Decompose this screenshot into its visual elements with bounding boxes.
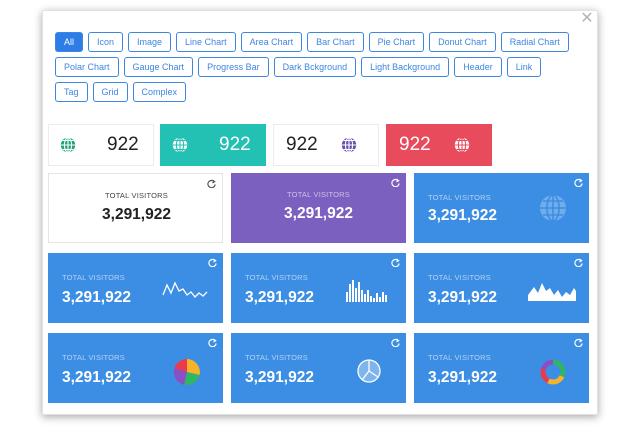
card-value: 3,291,922 <box>62 289 131 306</box>
card-label: TOTAL VISITORS <box>428 193 491 202</box>
card-value: 3,291,922 <box>428 289 497 306</box>
globe-icon <box>60 137 76 153</box>
visitors-card-area: TOTAL VISITORS 3,291,922 <box>414 253 589 323</box>
line-chart-icon <box>162 281 208 298</box>
card-label: TOTAL VISITORS <box>428 273 491 282</box>
globe-icon <box>341 137 356 153</box>
close-icon[interactable]: ✕ <box>580 10 594 27</box>
visitors-card-purple: TOTAL VISITORS 3,291,922 <box>231 173 406 243</box>
refresh-icon[interactable] <box>208 258 217 267</box>
card-label: TOTAL VISITORS <box>428 353 491 362</box>
card-value: 3,291,922 <box>62 369 131 386</box>
bar-chart-icon <box>346 280 387 302</box>
filter-progress-bar-button[interactable]: Progress Bar <box>198 57 269 77</box>
stat-value: 922 <box>399 134 431 155</box>
stat-tile-3: 922 <box>273 124 379 166</box>
globe-icon <box>540 194 566 222</box>
filter-complex-button[interactable]: Complex <box>132 82 187 102</box>
filter-donut-chart-button[interactable]: Donut Chart <box>429 32 496 52</box>
filter-dark-background-button[interactable]: Dark Bckground <box>273 57 357 77</box>
filter-image-button[interactable]: Image <box>128 32 172 52</box>
pie-chart-icon <box>173 358 200 386</box>
visitors-card-pie: TOTAL VISITORS 3,291,922 <box>48 333 223 403</box>
visitors-card-globe: TOTAL VISITORS 3,291,922 <box>414 173 589 243</box>
filter-radial-chart-button[interactable]: Radial Chart <box>500 32 569 52</box>
card-value: 3,291,922 <box>245 369 314 386</box>
filter-row-3: Tag Grid Complex <box>55 82 583 102</box>
area-chart-icon <box>528 283 576 301</box>
filter-all-button[interactable]: All <box>55 32 84 52</box>
refresh-icon[interactable] <box>574 258 583 267</box>
visitors-card-bar: TOTAL VISITORS 3,291,922 <box>231 253 406 323</box>
filter-bar-chart-button[interactable]: Bar Chart <box>307 32 364 52</box>
filter-pie-chart-button[interactable]: Pie Chart <box>368 32 425 52</box>
filter-light-background-button[interactable]: Light Background <box>361 57 450 77</box>
refresh-icon[interactable] <box>207 179 216 188</box>
refresh-icon[interactable] <box>391 178 400 187</box>
refresh-icon[interactable] <box>574 178 583 187</box>
stat-tile-1: 922 <box>48 124 154 166</box>
visitors-card-donut: TOTAL VISITORS 3,291,922 <box>414 333 589 403</box>
stat-value: 922 <box>107 134 139 155</box>
card-label: TOTAL VISITORS <box>287 190 350 199</box>
card-label: TOTAL VISITORS <box>245 353 308 362</box>
donut-chart-icon <box>540 359 566 385</box>
card-label: TOTAL VISITORS <box>62 273 125 282</box>
visitors-card-light: TOTAL VISITORS 3,291,922 <box>48 173 223 243</box>
visitors-card-polar: TOTAL VISITORS 3,291,922 <box>231 333 406 403</box>
filter-row-2: Polar Chart Gauge Chart Progress Bar Dar… <box>55 57 583 77</box>
filter-polar-chart-button[interactable]: Polar Chart <box>55 57 119 77</box>
filter-area-chart-button[interactable]: Area Chart <box>240 32 303 52</box>
polar-chart-icon <box>357 359 381 383</box>
card-value: 3,291,922 <box>428 369 497 386</box>
filter-link-button[interactable]: Link <box>506 57 542 77</box>
card-value: 3,291,922 <box>245 289 314 306</box>
filter-header-button[interactable]: Header <box>454 57 502 77</box>
card-label: TOTAL VISITORS <box>62 353 125 362</box>
card-value: 3,291,922 <box>102 206 171 223</box>
refresh-icon[interactable] <box>574 338 583 347</box>
globe-icon <box>172 137 188 153</box>
refresh-icon[interactable] <box>391 258 400 267</box>
card-label: TOTAL VISITORS <box>245 273 308 282</box>
stat-tile-4: 922 <box>386 124 492 166</box>
visitors-card-line: TOTAL VISITORS 3,291,922 <box>48 253 223 323</box>
filter-icon-button[interactable]: Icon <box>88 32 124 52</box>
card-value: 3,291,922 <box>284 205 353 222</box>
stat-tile-2: 922 <box>160 124 266 166</box>
filter-tag-button[interactable]: Tag <box>55 82 88 102</box>
filter-gauge-chart-button[interactable]: Gauge Chart <box>123 57 194 77</box>
filter-line-chart-button[interactable]: Line Chart <box>176 32 236 52</box>
filter-grid-button[interactable]: Grid <box>92 82 128 102</box>
card-label: TOTAL VISITORS <box>105 191 168 200</box>
filter-bar: All Icon Image Line Chart Area Chart Bar… <box>55 32 583 107</box>
refresh-icon[interactable] <box>208 338 217 347</box>
stat-value: 922 <box>219 134 251 155</box>
globe-icon <box>454 137 469 153</box>
refresh-icon[interactable] <box>391 338 400 347</box>
card-value: 3,291,922 <box>428 207 497 224</box>
stat-value: 922 <box>286 134 318 155</box>
filter-row-1: All Icon Image Line Chart Area Chart Bar… <box>55 32 583 52</box>
